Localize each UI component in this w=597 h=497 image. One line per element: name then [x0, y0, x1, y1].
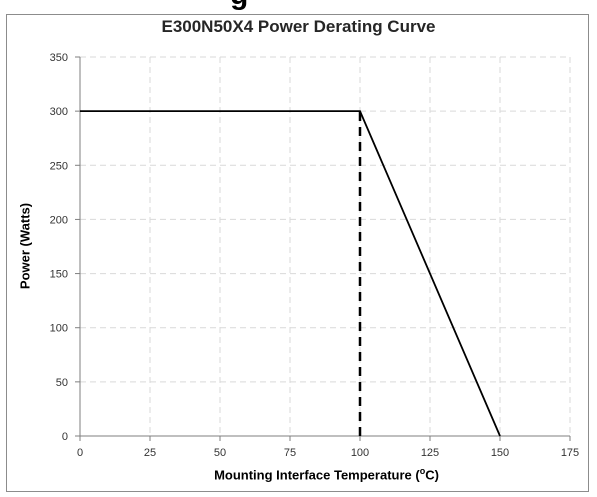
y-tick-label: 100	[50, 323, 68, 335]
x-tick-label: 175	[561, 447, 579, 459]
x-tick-label: 125	[421, 447, 439, 459]
x-tick-label: 150	[491, 447, 509, 459]
x-axis-label-prefix: Mounting Interface Temperature (	[214, 467, 420, 483]
y-tick-label: 200	[50, 214, 68, 226]
x-tick-label: 0	[77, 447, 83, 459]
chart-area	[6, 14, 589, 492]
chart-title: E300N50X4 Power Derating Curve	[161, 17, 436, 36]
y-tick-label: 0	[62, 431, 68, 443]
y-tick-label: 350	[50, 52, 68, 64]
x-tick-label: 50	[214, 447, 226, 459]
y-tick-label: 300	[50, 106, 68, 118]
derating-curve-line	[80, 110, 501, 437]
x-tick-label: 75	[284, 447, 296, 459]
x-axis-label-degree: o	[419, 466, 426, 476]
x-tick-label: 25	[144, 447, 156, 459]
y-tick-label: 250	[50, 160, 68, 172]
cropped-heading: g	[230, 0, 249, 12]
x-axis-label: Mounting Interface Temperature (oC)	[0, 466, 597, 482]
x-axis-label-suffix: C)	[425, 467, 439, 483]
y-tick-label: 50	[56, 377, 68, 389]
x-tick-label: 100	[351, 447, 369, 459]
y-tick-label: 150	[50, 269, 68, 281]
